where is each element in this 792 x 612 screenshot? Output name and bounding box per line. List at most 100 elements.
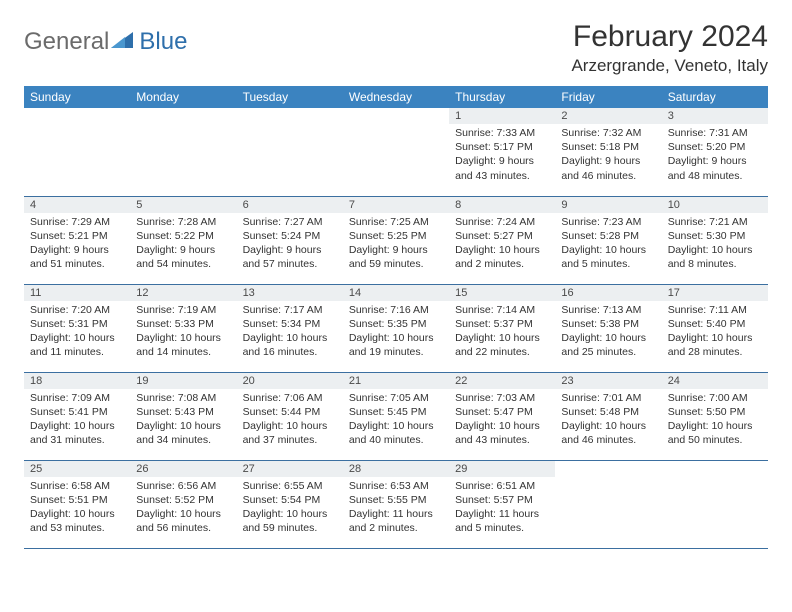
day-info: Sunrise: 6:55 AMSunset: 5:54 PMDaylight:… xyxy=(237,477,343,540)
calendar-day-cell: 18Sunrise: 7:09 AMSunset: 5:41 PMDayligh… xyxy=(24,372,130,460)
logo-text-general: General xyxy=(24,28,109,56)
day-number: 20 xyxy=(237,373,343,389)
day-info: Sunrise: 7:09 AMSunset: 5:41 PMDaylight:… xyxy=(24,389,130,452)
day-number: 28 xyxy=(343,461,449,477)
day-info: Sunrise: 7:24 AMSunset: 5:27 PMDaylight:… xyxy=(449,213,555,276)
day-number: 23 xyxy=(555,373,661,389)
calendar-day-cell: 14Sunrise: 7:16 AMSunset: 5:35 PMDayligh… xyxy=(343,284,449,372)
weekday-header: Thursday xyxy=(449,86,555,108)
day-number: 7 xyxy=(343,197,449,213)
day-info: Sunrise: 7:33 AMSunset: 5:17 PMDaylight:… xyxy=(449,124,555,187)
day-info: Sunrise: 6:56 AMSunset: 5:52 PMDaylight:… xyxy=(130,477,236,540)
calendar-day-cell: 5Sunrise: 7:28 AMSunset: 5:22 PMDaylight… xyxy=(130,196,236,284)
day-number: 24 xyxy=(662,373,768,389)
page-title: February 2024 xyxy=(571,20,768,54)
day-number: 2 xyxy=(555,108,661,124)
calendar-day-cell xyxy=(24,108,130,196)
day-number: 13 xyxy=(237,285,343,301)
day-info: Sunrise: 7:14 AMSunset: 5:37 PMDaylight:… xyxy=(449,301,555,364)
calendar-day-cell: 16Sunrise: 7:13 AMSunset: 5:38 PMDayligh… xyxy=(555,284,661,372)
weekday-header: Wednesday xyxy=(343,86,449,108)
calendar-week-row: 11Sunrise: 7:20 AMSunset: 5:31 PMDayligh… xyxy=(24,284,768,372)
day-info: Sunrise: 7:16 AMSunset: 5:35 PMDaylight:… xyxy=(343,301,449,364)
location-text: Arzergrande, Veneto, Italy xyxy=(571,56,768,76)
calendar-day-cell: 2Sunrise: 7:32 AMSunset: 5:18 PMDaylight… xyxy=(555,108,661,196)
weekday-header: Friday xyxy=(555,86,661,108)
day-number: 10 xyxy=(662,197,768,213)
day-info: Sunrise: 6:58 AMSunset: 5:51 PMDaylight:… xyxy=(24,477,130,540)
day-number: 15 xyxy=(449,285,555,301)
day-info: Sunrise: 7:23 AMSunset: 5:28 PMDaylight:… xyxy=(555,213,661,276)
day-info: Sunrise: 7:03 AMSunset: 5:47 PMDaylight:… xyxy=(449,389,555,452)
calendar-day-cell: 27Sunrise: 6:55 AMSunset: 5:54 PMDayligh… xyxy=(237,460,343,548)
day-number: 16 xyxy=(555,285,661,301)
day-number: 21 xyxy=(343,373,449,389)
day-number: 8 xyxy=(449,197,555,213)
calendar-day-cell: 13Sunrise: 7:17 AMSunset: 5:34 PMDayligh… xyxy=(237,284,343,372)
calendar-day-cell: 22Sunrise: 7:03 AMSunset: 5:47 PMDayligh… xyxy=(449,372,555,460)
calendar-day-cell xyxy=(237,108,343,196)
calendar-day-cell: 7Sunrise: 7:25 AMSunset: 5:25 PMDaylight… xyxy=(343,196,449,284)
day-info: Sunrise: 7:13 AMSunset: 5:38 PMDaylight:… xyxy=(555,301,661,364)
day-info: Sunrise: 7:31 AMSunset: 5:20 PMDaylight:… xyxy=(662,124,768,187)
header: General Blue February 2024 Arzergrande, … xyxy=(24,20,768,76)
calendar-day-cell: 24Sunrise: 7:00 AMSunset: 5:50 PMDayligh… xyxy=(662,372,768,460)
calendar-day-cell: 9Sunrise: 7:23 AMSunset: 5:28 PMDaylight… xyxy=(555,196,661,284)
calendar-day-cell: 26Sunrise: 6:56 AMSunset: 5:52 PMDayligh… xyxy=(130,460,236,548)
calendar-day-cell: 20Sunrise: 7:06 AMSunset: 5:44 PMDayligh… xyxy=(237,372,343,460)
calendar-table: SundayMondayTuesdayWednesdayThursdayFrid… xyxy=(24,86,768,549)
day-number: 26 xyxy=(130,461,236,477)
day-info: Sunrise: 6:51 AMSunset: 5:57 PMDaylight:… xyxy=(449,477,555,540)
day-info: Sunrise: 7:21 AMSunset: 5:30 PMDaylight:… xyxy=(662,213,768,276)
day-info: Sunrise: 7:06 AMSunset: 5:44 PMDaylight:… xyxy=(237,389,343,452)
day-number: 14 xyxy=(343,285,449,301)
calendar-day-cell xyxy=(662,460,768,548)
day-number: 1 xyxy=(449,108,555,124)
calendar-day-cell: 12Sunrise: 7:19 AMSunset: 5:33 PMDayligh… xyxy=(130,284,236,372)
day-number: 3 xyxy=(662,108,768,124)
calendar-day-cell xyxy=(130,108,236,196)
day-info: Sunrise: 7:19 AMSunset: 5:33 PMDaylight:… xyxy=(130,301,236,364)
day-number: 6 xyxy=(237,197,343,213)
day-info: Sunrise: 7:28 AMSunset: 5:22 PMDaylight:… xyxy=(130,213,236,276)
calendar-day-cell: 28Sunrise: 6:53 AMSunset: 5:55 PMDayligh… xyxy=(343,460,449,548)
calendar-day-cell: 29Sunrise: 6:51 AMSunset: 5:57 PMDayligh… xyxy=(449,460,555,548)
calendar-day-cell: 17Sunrise: 7:11 AMSunset: 5:40 PMDayligh… xyxy=(662,284,768,372)
calendar-day-cell: 4Sunrise: 7:29 AMSunset: 5:21 PMDaylight… xyxy=(24,196,130,284)
day-number: 11 xyxy=(24,285,130,301)
calendar-day-cell: 21Sunrise: 7:05 AMSunset: 5:45 PMDayligh… xyxy=(343,372,449,460)
calendar-day-cell: 23Sunrise: 7:01 AMSunset: 5:48 PMDayligh… xyxy=(555,372,661,460)
weekday-header: Sunday xyxy=(24,86,130,108)
day-number: 27 xyxy=(237,461,343,477)
day-info: Sunrise: 7:05 AMSunset: 5:45 PMDaylight:… xyxy=(343,389,449,452)
day-info: Sunrise: 7:01 AMSunset: 5:48 PMDaylight:… xyxy=(555,389,661,452)
day-info: Sunrise: 7:27 AMSunset: 5:24 PMDaylight:… xyxy=(237,213,343,276)
day-number: 19 xyxy=(130,373,236,389)
calendar-day-cell: 15Sunrise: 7:14 AMSunset: 5:37 PMDayligh… xyxy=(449,284,555,372)
calendar-day-cell: 3Sunrise: 7:31 AMSunset: 5:20 PMDaylight… xyxy=(662,108,768,196)
day-info: Sunrise: 6:53 AMSunset: 5:55 PMDaylight:… xyxy=(343,477,449,540)
day-number: 4 xyxy=(24,197,130,213)
day-info: Sunrise: 7:11 AMSunset: 5:40 PMDaylight:… xyxy=(662,301,768,364)
calendar-week-row: 1Sunrise: 7:33 AMSunset: 5:17 PMDaylight… xyxy=(24,108,768,196)
day-info: Sunrise: 7:25 AMSunset: 5:25 PMDaylight:… xyxy=(343,213,449,276)
calendar-day-cell: 8Sunrise: 7:24 AMSunset: 5:27 PMDaylight… xyxy=(449,196,555,284)
weekday-header: Saturday xyxy=(662,86,768,108)
calendar-day-cell: 25Sunrise: 6:58 AMSunset: 5:51 PMDayligh… xyxy=(24,460,130,548)
weekday-header: Tuesday xyxy=(237,86,343,108)
calendar-day-cell: 11Sunrise: 7:20 AMSunset: 5:31 PMDayligh… xyxy=(24,284,130,372)
day-number: 25 xyxy=(24,461,130,477)
day-info: Sunrise: 7:29 AMSunset: 5:21 PMDaylight:… xyxy=(24,213,130,276)
logo-text-blue: Blue xyxy=(139,28,187,56)
calendar-week-row: 25Sunrise: 6:58 AMSunset: 5:51 PMDayligh… xyxy=(24,460,768,548)
day-number: 9 xyxy=(555,197,661,213)
title-block: February 2024 Arzergrande, Veneto, Italy xyxy=(571,20,768,76)
weekday-header: Monday xyxy=(130,86,236,108)
calendar-day-cell: 1Sunrise: 7:33 AMSunset: 5:17 PMDaylight… xyxy=(449,108,555,196)
day-info: Sunrise: 7:17 AMSunset: 5:34 PMDaylight:… xyxy=(237,301,343,364)
weekday-header-row: SundayMondayTuesdayWednesdayThursdayFrid… xyxy=(24,86,768,108)
day-number: 17 xyxy=(662,285,768,301)
logo: General Blue xyxy=(24,28,187,56)
day-number: 5 xyxy=(130,197,236,213)
calendar-day-cell: 19Sunrise: 7:08 AMSunset: 5:43 PMDayligh… xyxy=(130,372,236,460)
